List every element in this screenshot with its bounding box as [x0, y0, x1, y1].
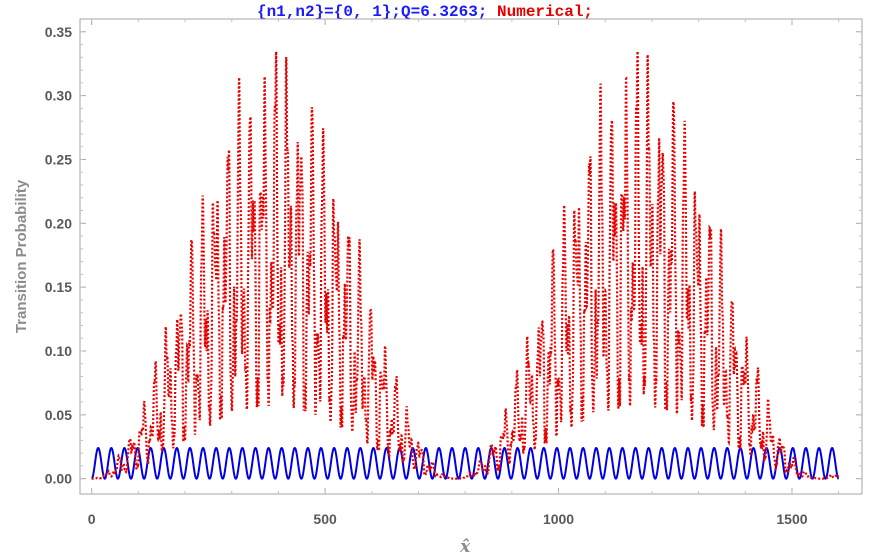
y-tick-label: 0.10: [45, 343, 72, 359]
y-tick-label: 0.30: [45, 88, 72, 104]
y-axis-label: Transition Probability: [13, 179, 30, 333]
series-line-numerical: [91, 47, 840, 480]
chart-title-part: {n1,n2}={0, 1};Q=6.3263;: [257, 3, 487, 21]
series-layer: [91, 47, 840, 480]
y-tick-label: 0.00: [45, 471, 72, 487]
x-tick-label: 1000: [543, 511, 574, 527]
x-axis-ticks: 0 500 1000 1500: [88, 19, 840, 527]
plot-frame: [79, 18, 863, 495]
chart-title-part: Numerical;: [487, 3, 593, 21]
x-tick-label: 500: [313, 511, 337, 527]
x-axis-label: x̂: [459, 537, 471, 557]
series-line-analytic: [91, 446, 840, 480]
x-tick-label: 0: [88, 511, 96, 527]
y-axis-ticks: 0.00 0.05 0.10 0.15 0.20 0.25 0.30 0.35: [45, 24, 862, 487]
y-tick-label: 0.35: [45, 24, 72, 40]
y-tick-label: 0.15: [45, 279, 72, 295]
y-tick-label: 0.05: [45, 407, 72, 423]
x-tick-label: 1500: [776, 511, 807, 527]
y-tick-label: 0.20: [45, 215, 72, 231]
chart-title: {n1,n2}={0, 1};Q=6.3263; Numerical;: [257, 3, 593, 21]
y-tick-label: 0.25: [45, 151, 72, 167]
